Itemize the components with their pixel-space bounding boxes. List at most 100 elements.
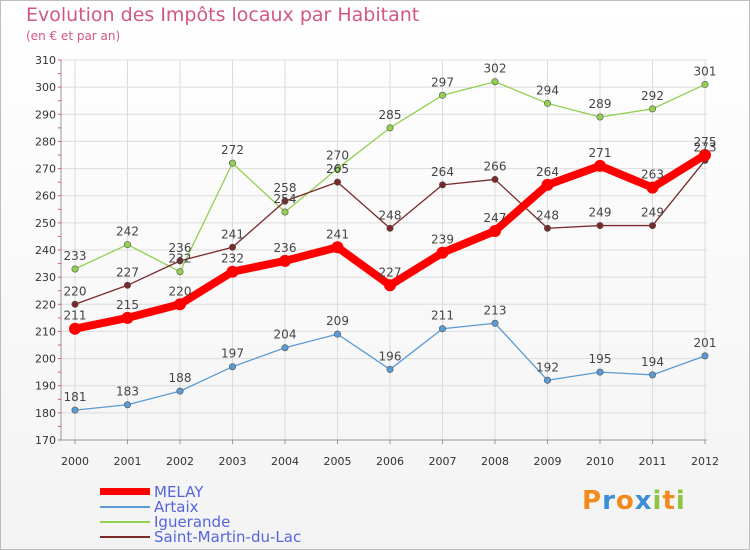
data-point-iguerande	[596, 113, 604, 121]
data-point-iguerande	[229, 159, 237, 167]
data-label-melay: 236	[274, 241, 297, 255]
x-tick-label: 2012	[691, 455, 719, 468]
data-label-saint-martin-du-lac: 227	[116, 265, 139, 279]
x-tick-label: 2006	[376, 455, 404, 468]
data-point-artaix	[71, 406, 79, 414]
legend-swatch	[100, 506, 150, 508]
data-label-saint-martin-du-lac: 273	[694, 140, 717, 154]
data-label-melay: 227	[379, 265, 402, 279]
y-tick-label: 270	[35, 163, 56, 176]
logo-letter: i	[675, 486, 686, 516]
logo-letter: x	[634, 486, 653, 516]
x-tick-label: 2005	[324, 455, 352, 468]
data-point-iguerande	[71, 265, 79, 273]
data-label-saint-martin-du-lac: 241	[221, 227, 244, 241]
data-label-saint-martin-du-lac: 266	[484, 159, 507, 173]
data-label-artaix: 201	[694, 336, 717, 350]
data-label-saint-martin-du-lac: 248	[536, 208, 559, 222]
y-tick-label: 170	[35, 434, 56, 447]
y-tick-label: 260	[35, 190, 56, 203]
x-tick-label: 2004	[271, 455, 299, 468]
x-tick-label: 2001	[114, 455, 142, 468]
data-label-artaix: 211	[431, 309, 454, 323]
data-point-artaix	[648, 371, 656, 379]
data-label-artaix: 197	[221, 347, 244, 361]
data-point-saint-martin-du-lac	[176, 257, 184, 265]
data-label-melay: 275	[694, 135, 717, 149]
data-point-artaix	[124, 401, 132, 409]
data-point-melay	[279, 254, 291, 267]
data-label-melay: 239	[431, 233, 454, 247]
y-tick-label: 300	[35, 81, 56, 94]
data-label-artaix: 194	[641, 355, 664, 369]
data-point-melay	[69, 322, 81, 335]
data-label-iguerande: 297	[431, 75, 454, 89]
x-tick-label: 2003	[219, 455, 247, 468]
logo-letter: t	[662, 486, 676, 516]
data-point-melay	[436, 246, 449, 259]
chart-subtitle: (en € et par an)	[26, 29, 121, 43]
legend-swatch	[100, 536, 150, 538]
x-tick-label: 2000	[61, 455, 89, 468]
data-label-artaix: 209	[326, 314, 349, 328]
data-label-iguerande: 232	[169, 252, 192, 266]
data-label-melay: 271	[589, 146, 612, 160]
data-label-saint-martin-du-lac: 249	[641, 206, 664, 220]
logo-letter: r	[602, 486, 616, 516]
data-label-iguerande: 272	[221, 143, 244, 157]
y-tick-label: 230	[35, 271, 56, 284]
data-point-iguerande	[386, 124, 394, 132]
y-tick-label: 210	[35, 325, 56, 338]
y-tick-label: 190	[35, 380, 56, 393]
data-point-saint-martin-du-lac	[648, 222, 656, 230]
data-label-saint-martin-du-lac: 248	[379, 208, 402, 222]
data-label-melay: 264	[536, 165, 559, 179]
data-point-melay	[121, 311, 134, 324]
x-tick-label: 2007	[429, 455, 457, 468]
data-point-artaix	[491, 319, 499, 327]
data-label-melay: 220	[169, 284, 192, 298]
data-label-iguerande: 294	[536, 83, 559, 97]
data-point-iguerande	[648, 105, 656, 113]
data-point-melay	[699, 149, 711, 161]
data-point-saint-martin-du-lac	[543, 224, 551, 232]
data-point-saint-martin-du-lac	[491, 175, 499, 183]
data-point-iguerande	[333, 165, 341, 173]
data-label-saint-martin-du-lac: 258	[274, 181, 297, 195]
data-point-artaix	[229, 363, 237, 371]
data-point-melay	[489, 225, 501, 237]
data-point-iguerande	[438, 91, 446, 99]
data-point-artaix	[281, 344, 289, 352]
data-point-melay	[331, 241, 344, 254]
data-point-melay	[384, 279, 396, 292]
data-label-artaix: 196	[379, 349, 402, 363]
logo-letter: i	[652, 486, 663, 516]
data-label-iguerande: 254	[274, 192, 297, 206]
chart-title: Evolution des Impôts locaux par Habitant	[26, 4, 420, 26]
data-label-saint-martin-du-lac: 220	[64, 284, 87, 298]
data-point-iguerande	[281, 208, 289, 216]
x-tick-label: 2011	[639, 455, 667, 468]
data-label-melay: 232	[221, 252, 244, 266]
data-point-saint-martin-du-lac	[333, 178, 341, 186]
data-point-saint-martin-du-lac	[124, 281, 132, 289]
data-point-melay	[594, 159, 606, 172]
data-point-melay	[174, 298, 186, 311]
data-label-iguerande: 270	[326, 149, 349, 163]
data-label-melay: 241	[326, 227, 349, 241]
y-tick-label: 240	[35, 244, 56, 257]
data-point-iguerande	[701, 80, 709, 88]
proxiti-logo: Proxiti	[582, 486, 686, 516]
data-label-artaix: 195	[589, 352, 612, 366]
data-point-saint-martin-du-lac	[596, 222, 604, 230]
legend-swatch	[100, 521, 150, 523]
data-point-saint-martin-du-lac	[281, 197, 289, 205]
x-tick-label: 2002	[166, 455, 194, 468]
y-tick-label: 280	[35, 135, 56, 148]
data-point-iguerande	[543, 99, 551, 107]
data-label-saint-martin-du-lac: 249	[589, 206, 612, 220]
data-label-iguerande: 289	[589, 97, 612, 111]
data-label-artaix: 188	[169, 371, 192, 385]
y-tick-label: 290	[35, 108, 56, 121]
